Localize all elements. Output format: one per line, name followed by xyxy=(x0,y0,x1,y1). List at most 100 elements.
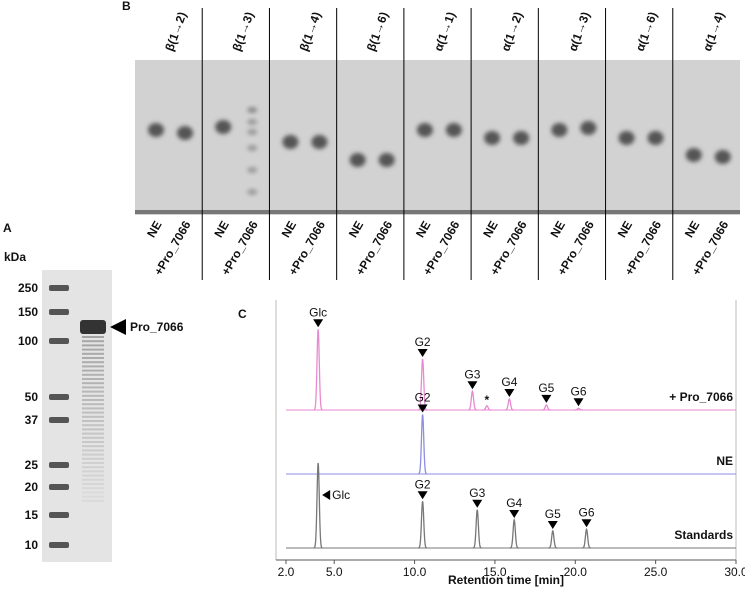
lane-label: NE xyxy=(682,219,702,240)
smear-band xyxy=(82,491,104,494)
ladder-label: 10 xyxy=(25,538,39,552)
ladder-label: 15 xyxy=(25,508,39,522)
linkage-label: α(1→6) xyxy=(633,10,660,53)
lane-label: NE xyxy=(413,219,433,240)
smear-band xyxy=(82,487,104,490)
lane-label: NE xyxy=(279,219,299,240)
spot xyxy=(416,123,433,137)
peak-marker xyxy=(467,381,478,390)
x-tick-label: 5.0 xyxy=(326,565,343,579)
smear-band xyxy=(82,403,104,406)
spot xyxy=(215,120,232,134)
peak-marker xyxy=(509,509,520,518)
peak xyxy=(509,517,519,549)
peak xyxy=(418,414,428,475)
spot xyxy=(618,131,635,145)
smear-band xyxy=(82,344,104,347)
smear-band xyxy=(82,424,104,427)
linkage-label: β(1→6) xyxy=(364,10,391,53)
smear-band xyxy=(82,378,104,380)
smear-band xyxy=(82,474,104,477)
peak xyxy=(548,529,558,549)
peak xyxy=(418,501,428,549)
smear xyxy=(247,167,258,173)
lane-label: NE xyxy=(547,219,567,240)
smear-band xyxy=(82,453,104,456)
linkage-label: α(1→2) xyxy=(498,10,525,53)
smear-band xyxy=(82,386,104,389)
peak-label: G5 xyxy=(538,381,554,395)
peak-marker xyxy=(541,394,552,403)
smear-band xyxy=(82,394,104,397)
ladder-band xyxy=(49,462,69,468)
panel-label: B xyxy=(122,0,131,13)
lane-label: NE xyxy=(211,219,231,240)
peak-label: G5 xyxy=(545,507,561,521)
smear xyxy=(247,129,258,135)
spot xyxy=(349,153,366,167)
spot xyxy=(513,131,530,145)
peak xyxy=(504,397,514,411)
smear-band xyxy=(82,390,104,393)
peak-marker xyxy=(573,398,584,407)
smear-band xyxy=(82,432,104,435)
peak xyxy=(482,405,492,411)
spot xyxy=(551,123,568,137)
smear-band xyxy=(82,352,104,355)
x-tick-label: 20.0 xyxy=(564,565,588,579)
band-label: Pro_7066 xyxy=(130,320,184,334)
smear-band xyxy=(82,436,104,439)
x-tick-label: 15.0 xyxy=(483,565,507,579)
smear-band xyxy=(82,495,104,498)
ladder-label: 250 xyxy=(18,281,38,295)
lane-label: NE xyxy=(615,219,635,240)
spot xyxy=(445,123,462,137)
peak-marker xyxy=(547,521,558,529)
smear-band xyxy=(82,361,104,364)
smear-band xyxy=(82,336,104,338)
smear-band xyxy=(82,499,104,502)
trace-label: NE xyxy=(716,454,733,468)
peak-marker xyxy=(417,491,428,500)
unit-label: kDa xyxy=(4,250,26,264)
peak-marker xyxy=(417,404,428,413)
peak xyxy=(574,407,583,411)
smear-band xyxy=(82,441,104,443)
peak-label: G2 xyxy=(415,391,431,405)
peak-marker xyxy=(504,388,515,397)
ladder-band xyxy=(49,394,69,400)
ladder-label: 50 xyxy=(25,390,39,404)
linkage-label: α(1→4) xyxy=(700,10,727,53)
x-tick-label: 25.0 xyxy=(644,565,668,579)
spot xyxy=(311,135,328,149)
smear-band xyxy=(82,462,104,464)
x-tick-label: 30.0 xyxy=(724,565,745,579)
spot xyxy=(484,131,501,145)
spot xyxy=(177,126,193,140)
smear xyxy=(247,119,258,125)
lane-label: NE xyxy=(346,219,366,240)
peak-label: G4 xyxy=(506,496,522,510)
smear-band xyxy=(82,411,104,414)
ladder-band xyxy=(49,512,69,518)
peak-label: * xyxy=(485,393,490,407)
spot xyxy=(647,131,664,145)
peak xyxy=(313,462,323,549)
smear-band xyxy=(82,357,104,359)
peak-label: Glc xyxy=(309,305,327,319)
smear-band xyxy=(82,445,104,448)
ladder-band xyxy=(49,484,69,490)
smear-band xyxy=(82,449,104,452)
linkage-label: β(1→2) xyxy=(162,10,189,53)
smear-band xyxy=(82,365,104,368)
smear-band xyxy=(82,470,104,473)
linkage-label: β(1→4) xyxy=(297,10,324,53)
peak-label: Glc xyxy=(332,488,350,502)
smear-band xyxy=(82,382,104,385)
peak-marker xyxy=(322,490,331,500)
ladder-band xyxy=(49,285,69,291)
spot xyxy=(580,121,597,135)
linkage-label: α(1→1) xyxy=(431,10,458,53)
smear-band xyxy=(82,399,104,401)
linkage-label: α(1→3) xyxy=(566,10,593,53)
